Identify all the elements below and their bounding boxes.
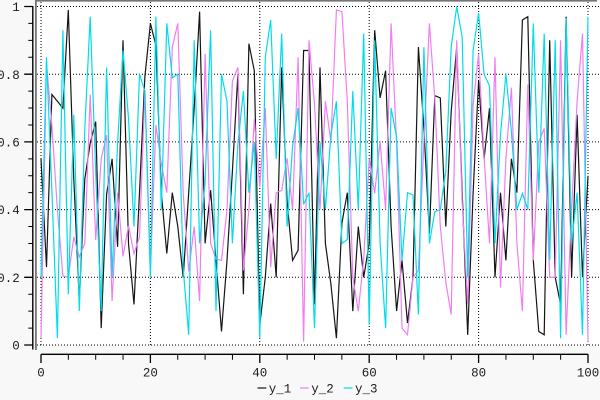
svg-text:100: 100	[577, 367, 600, 381]
svg-text:0.8: 0.8	[0, 69, 20, 83]
svg-text:y_1: y_1	[269, 383, 292, 397]
svg-text:1: 1	[12, 1, 20, 15]
svg-text:0: 0	[37, 367, 45, 381]
svg-text:80: 80	[471, 367, 486, 381]
svg-text:y_3: y_3	[355, 383, 378, 397]
svg-text:y_2: y_2	[311, 383, 334, 397]
svg-text:0: 0	[12, 340, 20, 354]
svg-text:0.2: 0.2	[0, 272, 20, 286]
svg-text:60: 60	[362, 367, 377, 381]
svg-text:40: 40	[252, 367, 267, 381]
svg-text:0.4: 0.4	[0, 204, 20, 218]
svg-text:0.6: 0.6	[0, 137, 20, 151]
svg-text:20: 20	[143, 367, 158, 381]
